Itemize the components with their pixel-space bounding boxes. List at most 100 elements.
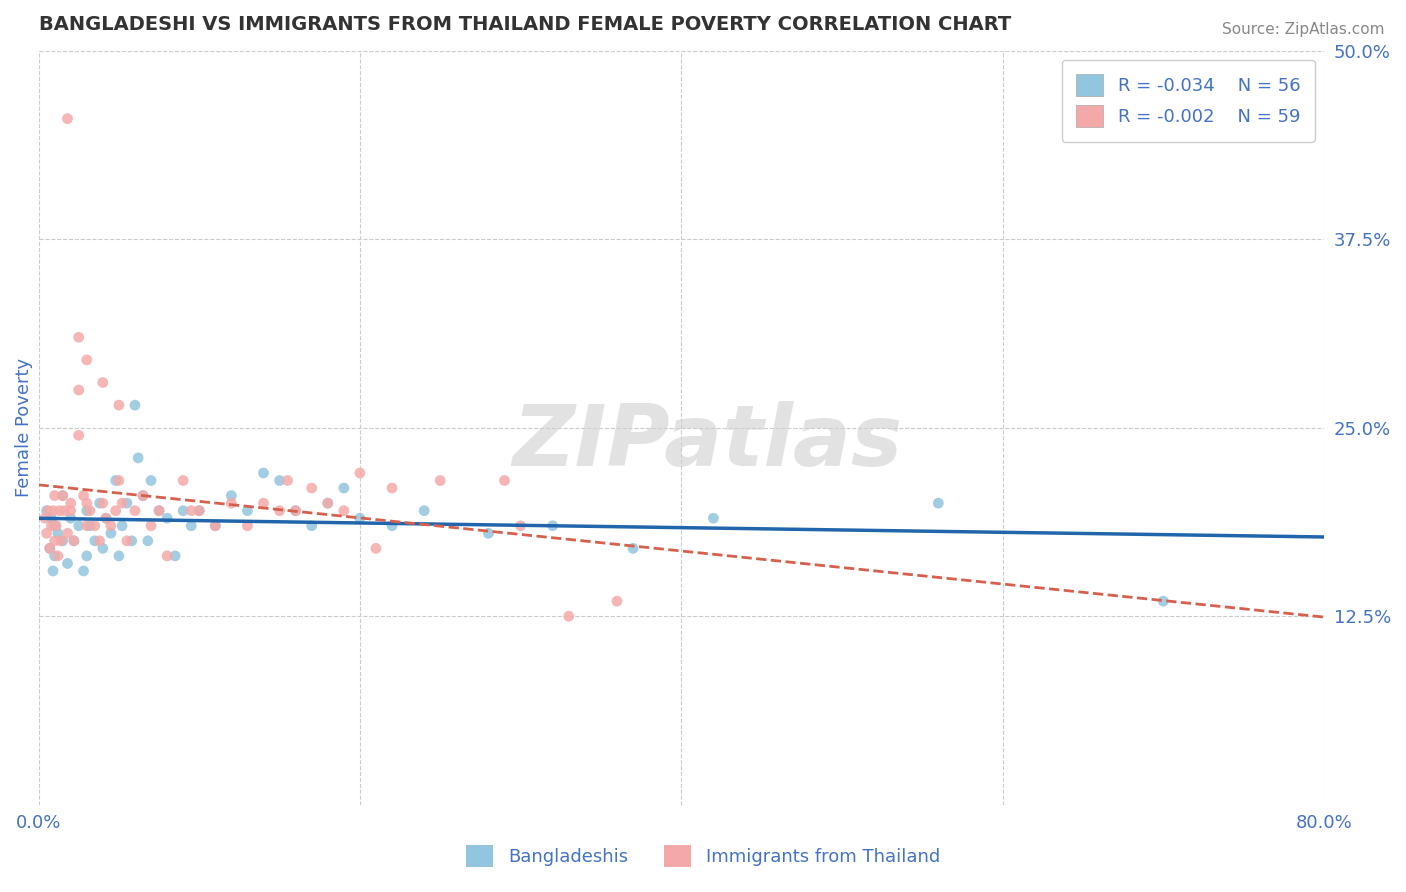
Point [127,450,149,465]
Point [277,474,299,488]
Point [139,518,162,533]
Point [204,518,226,533]
Point [364,541,387,556]
Point [621,541,644,556]
Point [44,533,66,548]
Point [56,526,79,541]
Point [252,466,274,480]
Point [104,474,127,488]
Point [136,533,159,548]
Point [606,594,628,608]
Point [38,541,60,556]
Point [79,504,101,518]
Point [316,496,339,510]
Point [108,398,131,412]
Point [67,428,90,442]
Point [42,564,65,578]
Point [180,504,202,518]
Point [59,496,82,510]
Point [76,549,98,563]
Point [44,489,66,503]
Point [63,533,86,548]
Point [413,504,436,518]
Point [41,518,63,533]
Text: ZIPatlas: ZIPatlas [512,401,903,484]
Point [269,504,291,518]
Point [236,518,259,533]
Point [124,398,146,412]
Point [156,549,179,563]
Point [132,489,155,503]
Point [89,533,111,548]
Point [252,496,274,510]
Y-axis label: Female Poverty: Female Poverty [15,359,32,498]
Point [104,504,127,518]
Point [94,511,117,525]
Point [76,504,98,518]
Point [34,511,56,525]
Point [132,489,155,503]
Point [316,496,339,510]
Point [301,518,323,533]
Point [139,474,162,488]
Point [1152,594,1174,608]
Point [188,504,211,518]
Point [180,518,202,533]
Point [72,564,94,578]
Point [108,549,131,563]
Point [702,511,724,525]
Point [115,533,138,548]
Point [429,474,451,488]
Point [91,541,114,556]
Point [45,518,67,533]
Point [63,533,86,548]
Point [48,504,70,518]
Point [76,496,98,510]
Point [108,474,131,488]
Point [52,533,75,548]
Point [49,533,72,548]
Point [94,511,117,525]
Point [284,504,307,518]
Point [172,474,194,488]
Point [46,549,69,563]
Point [52,489,75,503]
Point [91,496,114,510]
Point [59,511,82,525]
Point [67,383,90,397]
Point [67,518,90,533]
Point [72,489,94,503]
Point [41,511,63,525]
Point [100,518,122,533]
Point [76,518,98,533]
Point [111,518,134,533]
Point [67,330,90,344]
Point [284,504,307,518]
Point [38,541,60,556]
Point [83,518,105,533]
Text: BANGLADESHI VS IMMIGRANTS FROM THAILAND FEMALE POVERTY CORRELATION CHART: BANGLADESHI VS IMMIGRANTS FROM THAILAND … [38,15,1011,34]
Legend: Bangladeshis, Immigrants from Thailand: Bangladeshis, Immigrants from Thailand [458,838,948,874]
Point [148,504,170,518]
Point [76,352,98,367]
Point [509,518,531,533]
Text: Source: ZipAtlas.com: Source: ZipAtlas.com [1222,22,1385,37]
Point [89,496,111,510]
Point [204,518,226,533]
Point [333,504,356,518]
Point [42,504,65,518]
Point [46,526,69,541]
Point [381,518,404,533]
Point [44,518,66,533]
Point [558,609,581,624]
Point [79,518,101,533]
Point [221,496,243,510]
Point [37,504,59,518]
Point [59,504,82,518]
Point [148,504,170,518]
Point [927,496,949,510]
Point [156,511,179,525]
Point [494,474,516,488]
Point [115,496,138,510]
Legend: R = -0.034    N = 56, R = -0.002    N = 59: R = -0.034 N = 56, R = -0.002 N = 59 [1062,60,1315,142]
